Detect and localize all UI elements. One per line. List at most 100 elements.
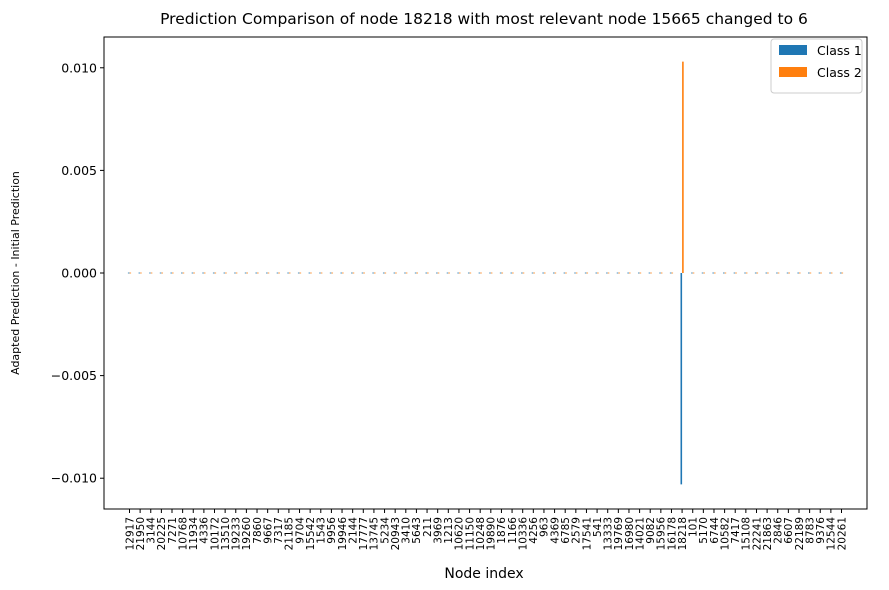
bar-class-1 <box>563 272 566 274</box>
x-tick-label: 3144 <box>146 517 158 544</box>
bar-class-1 <box>170 272 173 274</box>
x-tick-label: 8783 <box>804 517 816 544</box>
bar-class-1 <box>436 272 438 274</box>
bar-class-1 <box>754 272 757 274</box>
x-tick-label: 10768 <box>177 517 189 550</box>
bar-class-2 <box>278 272 280 274</box>
bar-class-1 <box>372 272 374 274</box>
plot-area <box>103 36 868 510</box>
x-tick-label: 9956 <box>326 517 338 544</box>
x-tick-label: 19260 <box>241 517 253 550</box>
bar-class-1 <box>414 272 417 274</box>
bar-class-1 <box>276 272 279 274</box>
x-tick-label: 13333 <box>603 517 615 550</box>
bar-class-1 <box>808 272 810 274</box>
bar-class-2 <box>214 272 217 274</box>
bar-class-2 <box>565 272 567 274</box>
x-tick-label: 9376 <box>815 517 827 544</box>
x-tick-label: 1213 <box>443 517 455 544</box>
bar-class-1 <box>616 272 619 274</box>
bar-class-2 <box>788 272 790 274</box>
bar-class-1 <box>127 272 130 274</box>
bar-class-2 <box>469 272 472 274</box>
bar-class-1 <box>723 272 725 274</box>
bar-class-1 <box>159 272 162 274</box>
bar-class-2 <box>607 272 610 274</box>
bar-class-2 <box>586 272 589 274</box>
bar-class-1 <box>552 272 555 274</box>
x-tick-label: 9704 <box>294 517 306 544</box>
bar-class-2 <box>543 272 546 274</box>
bar-class-2 <box>288 272 291 274</box>
bar-class-2 <box>203 272 206 274</box>
bar-class-1 <box>829 272 831 274</box>
bar-class-1 <box>637 272 640 274</box>
bar-class-1 <box>712 272 714 274</box>
x-tick-label: 22241 <box>751 517 763 550</box>
bar-class-2 <box>575 272 578 274</box>
bar-class-1 <box>648 272 651 274</box>
x-tick-label: 10620 <box>454 517 466 550</box>
x-tick-label: 5643 <box>411 517 423 544</box>
bar-class-1 <box>776 272 778 274</box>
y-tick-label: 0.005 <box>61 163 97 178</box>
bar-class-1 <box>138 272 141 274</box>
x-tick-label: 5234 <box>379 517 391 544</box>
bar-class-1 <box>595 272 598 274</box>
x-tick-label: 22189 <box>794 517 806 550</box>
x-tick-label: 20943 <box>390 517 402 550</box>
x-tick-label: 963 <box>539 517 551 537</box>
bar-class-2 <box>639 272 642 274</box>
bar-class-1 <box>499 272 502 274</box>
bar-class-2 <box>490 272 493 274</box>
bar-class-1 <box>425 272 428 274</box>
x-tick-label: 4336 <box>199 517 211 544</box>
bar-class-1 <box>308 272 311 274</box>
bar-class-2 <box>628 272 631 274</box>
y-axis: −0.010 −0.005 0.000 0.005 0.010 <box>51 60 104 486</box>
x-tick-label: 211 <box>422 517 434 537</box>
bar-class-2 <box>820 272 822 274</box>
x-tick-label: 4256 <box>528 517 540 544</box>
bar-class-1 <box>680 273 683 485</box>
x-tick-label: 15956 <box>656 517 668 551</box>
x-tick-label: 541 <box>592 517 604 537</box>
x-tick-label: 21185 <box>284 517 296 550</box>
bar-class-1 <box>319 272 321 274</box>
bar-class-1 <box>659 272 661 274</box>
bar-class-2 <box>682 61 684 274</box>
x-tick-label: 3410 <box>401 517 413 544</box>
bar-class-2 <box>395 272 397 274</box>
bar-class-2 <box>373 272 376 274</box>
x-tick-label: 10172 <box>209 517 221 550</box>
x-axis: 1291721950314420225727110768119344336101… <box>124 509 848 550</box>
x-tick-label: 6785 <box>560 517 572 544</box>
bar-class-2 <box>437 272 440 274</box>
x-tick-label: 1166 <box>507 517 519 544</box>
chart-title: Prediction Comparison of node 18218 with… <box>160 10 808 28</box>
x-tick-label: 7271 <box>167 517 179 544</box>
bar-class-1 <box>478 272 481 274</box>
x-tick-label: 7417 <box>730 517 742 544</box>
bar-class-2 <box>342 272 344 274</box>
x-tick-label: 1876 <box>496 517 508 544</box>
bar-class-1 <box>223 272 226 274</box>
bar-class-2 <box>713 272 716 274</box>
x-tick-label: 7317 <box>273 517 285 544</box>
x-tick-label: 18218 <box>677 517 689 550</box>
bar-class-1 <box>266 272 268 274</box>
bar-class-2 <box>777 272 780 274</box>
bar-class-2 <box>405 272 408 274</box>
bar-class-2 <box>660 272 663 274</box>
x-tick-label: 19946 <box>337 517 349 551</box>
bar-class-2 <box>512 272 514 274</box>
x-tick-label: 19890 <box>486 517 498 550</box>
bar-class-1 <box>489 272 491 274</box>
bar-class-2 <box>703 272 705 274</box>
bar-class-1 <box>627 272 629 274</box>
x-tick-label: 6607 <box>783 517 795 544</box>
bar-class-2 <box>735 272 737 274</box>
bar-class-2 <box>724 272 727 274</box>
bar-class-1 <box>457 272 459 274</box>
